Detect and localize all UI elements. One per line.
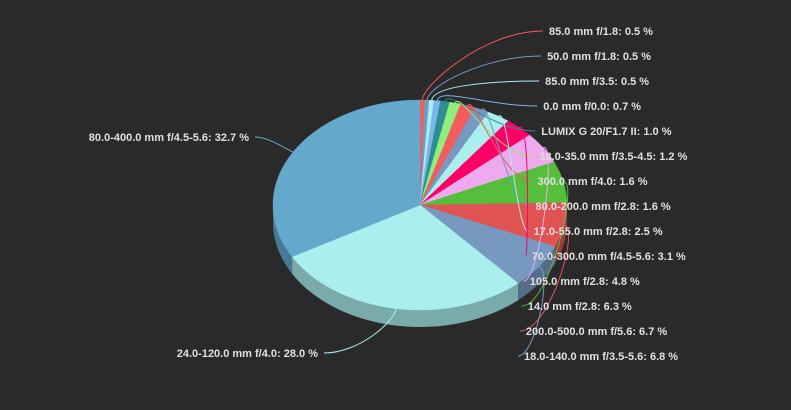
- data-label-6: 300.0 mm f/4.0: 1.6 %: [537, 176, 647, 188]
- label-connector-10: [523, 147, 549, 282]
- data-label-3: 0.0 mm f/0.0: 0.7 %: [543, 101, 641, 113]
- label-connector-12: [519, 224, 569, 332]
- data-label-9: 70.0-300.0 mm f/4.5-5.6: 3.1 %: [532, 251, 686, 263]
- label-connector-0: [421, 30, 544, 101]
- data-label-2: 85.0 mm f/3.5: 0.5 %: [545, 76, 649, 88]
- label-connectors: [254, 30, 569, 357]
- label-connector-11: [521, 181, 569, 307]
- label-connector-14: [323, 308, 397, 354]
- pie-slice-side-13: [518, 246, 556, 301]
- data-label-12: 200.0-500.0 mm f/5.6: 6.7 %: [526, 326, 667, 338]
- label-connector-5: [454, 100, 534, 157]
- pie-slice-side-15: [273, 205, 293, 274]
- data-label-1: 50.0 mm f/1.8: 0.5 %: [547, 51, 651, 63]
- data-label-4: LUMIX G 20/F1.7 II: 1.0 %: [541, 126, 671, 138]
- label-connector-13: [517, 265, 545, 357]
- pie-slice-side-14: [292, 256, 519, 327]
- label-connector-15: [254, 136, 294, 153]
- data-label-14: 24.0-120.0 mm f/4.0: 28.0 %: [177, 348, 318, 360]
- label-connector-7: [481, 108, 530, 207]
- label-connector-9: [518, 127, 529, 257]
- data-labels: 85.0 mm f/1.8: 0.5 % 50.0 mm f/1.8: 0.5 %…: [89, 26, 688, 363]
- data-label-10: 105.0 mm f/2.8: 4.8 %: [530, 276, 640, 288]
- pie-slice-side-12: [555, 205, 567, 264]
- pie-slice-14[interactable]: [291, 204, 519, 311]
- data-label-13: 18.0-140.0 mm f/3.5-5.6: 6.8 %: [524, 351, 678, 363]
- data-label-5: 18.0-35.0 mm f/3.5-4.5: 1.2 %: [539, 151, 687, 163]
- label-connector-2: [431, 80, 540, 101]
- data-label-7: 80.0-200.0 mm f/2.8: 1.6 %: [536, 201, 671, 213]
- label-connector-6: [467, 103, 532, 182]
- pie-slices: [272, 99, 568, 311]
- data-label-8: 17.0-55.0 mm f/2.8: 2.5 %: [534, 226, 663, 238]
- label-connector-8: [498, 115, 529, 232]
- data-label-11: 14.0 mm f/2.8: 6.3 %: [528, 301, 632, 313]
- label-connector-3: [436, 95, 538, 107]
- pie-slice-15[interactable]: [272, 99, 421, 258]
- label-connector-1: [426, 55, 542, 101]
- pie-sides: [273, 205, 567, 327]
- data-label-15: 80.0-400.0 mm f/4.5-5.6: 32.7 %: [89, 132, 249, 144]
- data-label-0: 85.0 mm f/1.8: 0.5 %: [549, 26, 653, 38]
